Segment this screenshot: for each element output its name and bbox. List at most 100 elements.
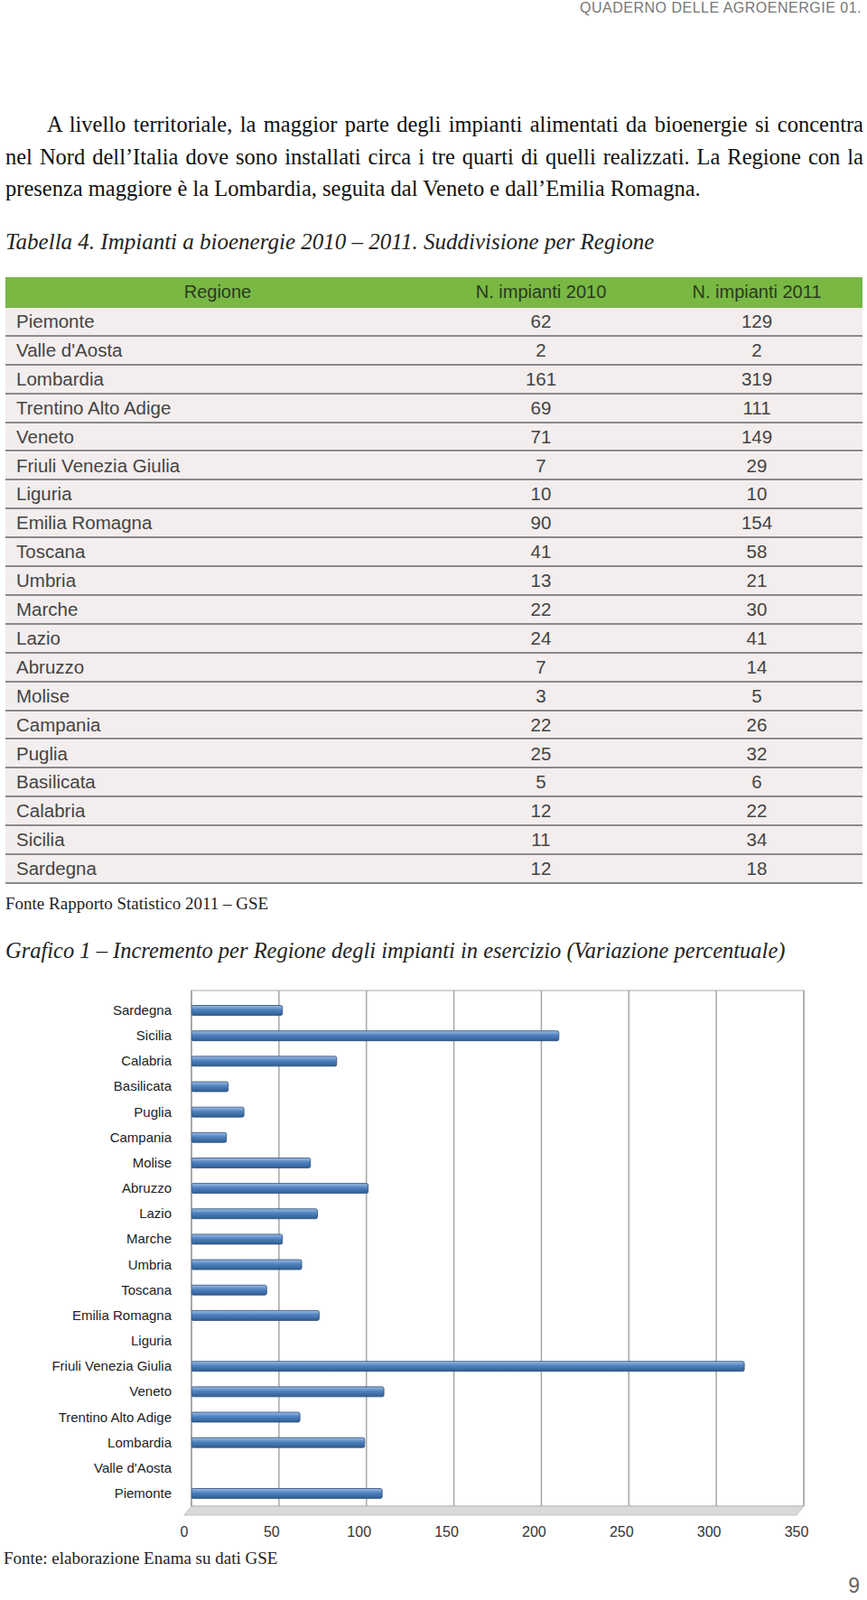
count-cell: 22 bbox=[450, 598, 632, 621]
region-cell: Valle d'Aosta bbox=[16, 339, 123, 362]
category-label: Umbria bbox=[128, 1257, 173, 1273]
bar bbox=[191, 1183, 369, 1194]
region-cell: Toscana bbox=[16, 540, 85, 563]
category-label: Liguria bbox=[130, 1333, 173, 1349]
count-cell: 13 bbox=[450, 569, 632, 592]
grid-line bbox=[715, 990, 718, 1507]
count-cell: 12 bbox=[450, 857, 632, 880]
table-row: Puglia2532 bbox=[5, 740, 863, 770]
table-row: Abruzzo714 bbox=[5, 653, 863, 683]
grid-line bbox=[540, 990, 543, 1507]
bar bbox=[191, 1031, 560, 1042]
count-cell: 32 bbox=[666, 743, 848, 765]
count-cell: 14 bbox=[666, 656, 848, 679]
table-row: Piemonte 62 129 bbox=[5, 307, 863, 337]
count-cell: 129 bbox=[666, 310, 848, 333]
column-header: N. impianti 2011 bbox=[621, 281, 867, 303]
bar bbox=[191, 1285, 267, 1296]
column-header: Regione bbox=[82, 281, 354, 303]
category-label: Sicilia bbox=[136, 1027, 173, 1044]
grid-line bbox=[453, 990, 456, 1507]
count-cell: 26 bbox=[666, 714, 848, 737]
region-cell: Veneto bbox=[16, 426, 75, 448]
region-cell: Umbria bbox=[16, 569, 76, 592]
tick-label: 200 bbox=[522, 1524, 547, 1540]
count-cell: 58 bbox=[666, 540, 848, 563]
count-cell: 69 bbox=[450, 397, 632, 420]
bar bbox=[191, 1310, 319, 1321]
bar bbox=[191, 1437, 365, 1448]
region-cell: Lombardia bbox=[16, 368, 104, 391]
table-title: Tabella 4. Impianti a bioenergie 2010 – … bbox=[5, 229, 654, 255]
grid-line bbox=[628, 990, 631, 1507]
region-cell: Puglia bbox=[16, 743, 68, 765]
category-label: Abruzzo bbox=[121, 1180, 172, 1196]
region-cell: Piemonte bbox=[16, 310, 95, 333]
table-row: Sardegna1218 bbox=[5, 855, 863, 885]
count-cell: 62 bbox=[450, 310, 632, 333]
grid-line bbox=[278, 990, 280, 1507]
table-row: Umbria 13 21 bbox=[5, 567, 863, 597]
count-cell: 7 bbox=[450, 455, 632, 477]
table-row: Lazio 24 41 bbox=[5, 624, 863, 654]
bars bbox=[191, 1006, 745, 1500]
count-cell: 29 bbox=[666, 455, 848, 477]
tick-label: 350 bbox=[784, 1524, 810, 1540]
grid-line bbox=[365, 990, 368, 1507]
axis-line bbox=[190, 990, 193, 1507]
count-cell: 21 bbox=[666, 569, 848, 592]
count-cell: 5 bbox=[666, 685, 848, 708]
table-row: Lombardia161319 bbox=[5, 365, 863, 395]
count-cell: 18 bbox=[666, 857, 848, 880]
count-cell: 6 bbox=[666, 771, 848, 793]
bar bbox=[191, 1463, 193, 1473]
count-cell: 30 bbox=[666, 598, 848, 621]
count-cell: 11 bbox=[450, 829, 632, 851]
count-cell: 41 bbox=[666, 627, 848, 650]
category-label: Sardegna bbox=[112, 1002, 173, 1018]
chart-source: Fonte: elaborazione Enama su dati GSE bbox=[3, 1548, 278, 1569]
bar bbox=[191, 1336, 193, 1347]
bar bbox=[191, 1259, 302, 1270]
bar bbox=[191, 1006, 283, 1017]
table-row: Marche2230 bbox=[5, 596, 863, 625]
table-row: Calabria 12 22 bbox=[5, 797, 863, 827]
tick-label: 50 bbox=[263, 1524, 280, 1540]
count-cell: 154 bbox=[666, 512, 848, 534]
table-row: Sicilia 11 34 bbox=[5, 826, 863, 856]
running-header: QUADERNO DELLE AGROENERGIE 01. bbox=[579, 0, 862, 17]
category-label: Basilicata bbox=[113, 1078, 173, 1094]
category-label: Marche bbox=[126, 1230, 172, 1247]
count-cell: 22 bbox=[666, 800, 848, 822]
region-cell: Trentino Alto Adige bbox=[16, 397, 171, 420]
count-cell: 12 bbox=[450, 800, 632, 822]
table-row: Emilia Romagna90154 bbox=[5, 509, 863, 539]
region-cell: Sicilia bbox=[16, 829, 66, 851]
bar bbox=[191, 1412, 300, 1423]
bar bbox=[191, 1387, 384, 1398]
category-label: Friuli Venezia Giulia bbox=[51, 1358, 172, 1374]
count-cell: 2 bbox=[666, 339, 848, 362]
count-cell: 10 bbox=[666, 483, 848, 505]
count-cell: 71 bbox=[450, 426, 632, 448]
table-row: Trentino Alto Adige69111 bbox=[5, 394, 863, 424]
category-label: Veneto bbox=[129, 1383, 172, 1399]
region-cell: Lazio bbox=[16, 627, 61, 650]
grid-line bbox=[802, 990, 805, 1507]
count-cell: 2 bbox=[450, 339, 632, 362]
bar bbox=[191, 1157, 311, 1168]
grid-line bbox=[190, 990, 193, 1507]
count-cell: 22 bbox=[450, 714, 632, 737]
count-cell: 24 bbox=[450, 627, 632, 650]
table-row: Veneto71149 bbox=[5, 423, 863, 453]
table-row: Valle d'Aosta 2 2 bbox=[5, 336, 863, 366]
table-row: Toscana4158 bbox=[5, 538, 863, 568]
table-row: Friuli Venezia Giulia729 bbox=[5, 452, 863, 482]
tick-label: 150 bbox=[434, 1524, 459, 1540]
category-label: Puglia bbox=[133, 1104, 172, 1120]
chart-title: Grafico 1 – Incremento per Regione degli… bbox=[5, 938, 785, 964]
region-cell: Calabria bbox=[16, 800, 85, 822]
count-cell: 34 bbox=[666, 829, 848, 851]
category-label: Campania bbox=[110, 1129, 173, 1146]
tick-label: 0 bbox=[180, 1524, 189, 1540]
